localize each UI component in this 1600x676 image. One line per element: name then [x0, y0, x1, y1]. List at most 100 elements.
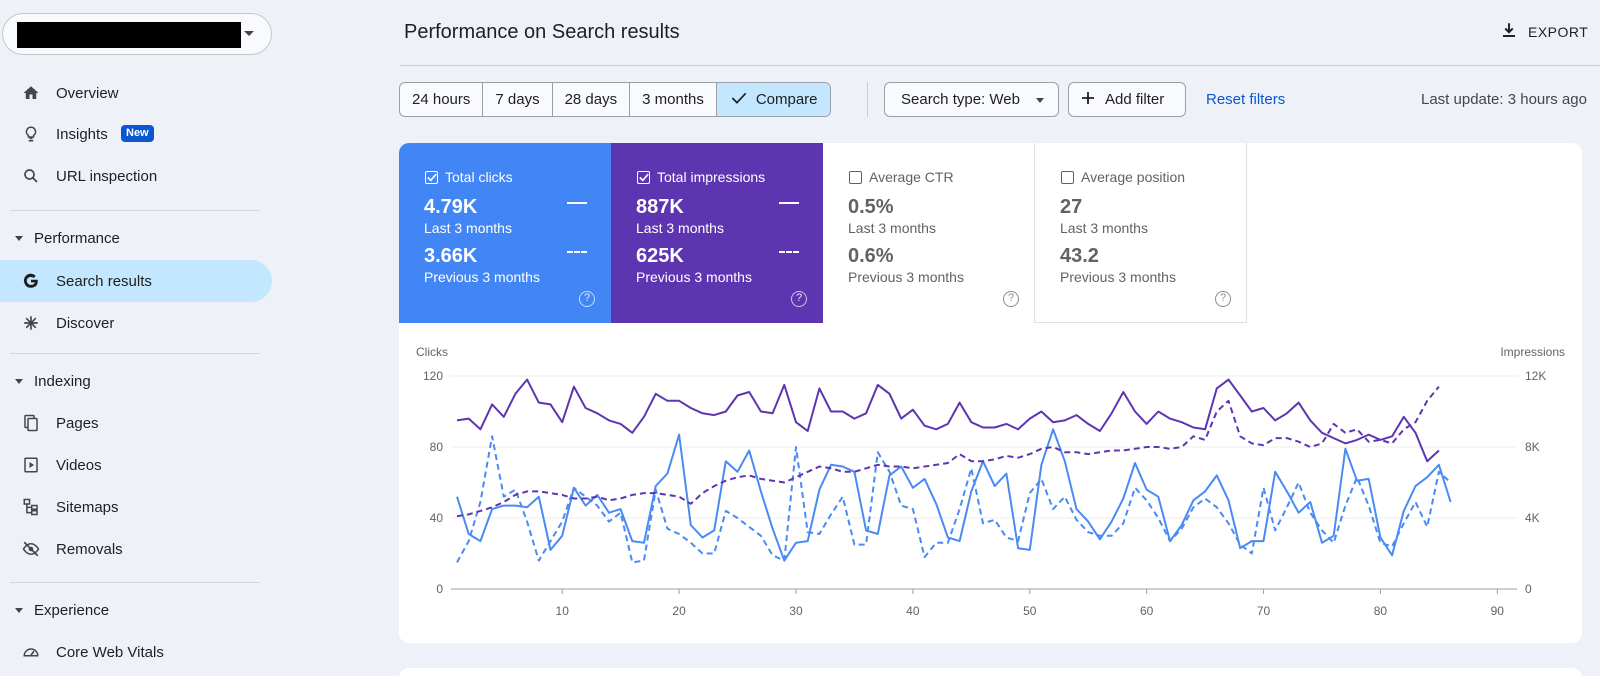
sitemap-icon: [20, 496, 42, 518]
help-icon[interactable]: ?: [791, 291, 807, 307]
range-3-months[interactable]: 3 months: [630, 83, 717, 116]
metric-average-ctr[interactable]: Average CTR 0.5% Last 3 months 0.6% Prev…: [823, 143, 1035, 323]
sidebar-item-label: Removals: [56, 540, 123, 558]
x-tick-label: 60: [1140, 604, 1154, 618]
sidebar-item-label: Discover: [56, 314, 115, 332]
next-card: [399, 668, 1582, 676]
y-right-tick-label: 8K: [1525, 440, 1540, 454]
sidebar-item-overview[interactable]: Overview: [0, 72, 272, 114]
sidebar-item-discover[interactable]: Discover: [0, 302, 272, 344]
x-tick-label: 80: [1374, 604, 1388, 618]
section-indexing[interactable]: Indexing: [0, 364, 272, 398]
caret-down-icon: [15, 236, 23, 241]
metric-period: Last 3 months: [636, 220, 724, 236]
metric-prev-value: 0.6%: [848, 245, 894, 267]
export-button[interactable]: EXPORT: [1500, 20, 1588, 44]
y-right-tick-label: 0: [1525, 582, 1532, 596]
y-left-tick-label: 0: [436, 582, 443, 596]
sidebar-item-sitemaps[interactable]: Sitemaps: [0, 486, 272, 528]
metric-value: 887K: [636, 196, 684, 218]
metric-total-clicks[interactable]: Total clicks 4.79K Last 3 months 3.66K P…: [399, 143, 611, 323]
sidebar-item-label: Pages: [56, 414, 99, 432]
eye-off-icon: [20, 538, 42, 560]
metric-prev-value: 43.2: [1060, 245, 1099, 267]
solid-line-legend: [779, 202, 799, 204]
section-label: Performance: [34, 229, 120, 247]
solid-line-legend: [567, 202, 587, 204]
y-right-tick-label: 4K: [1525, 511, 1540, 525]
range-compare[interactable]: Compare: [716, 83, 830, 116]
metric-prev-value: 3.66K: [424, 245, 478, 267]
caret-down-icon: [1036, 98, 1044, 103]
pages-icon: [20, 412, 42, 434]
last-update-text: Last update: 3 hours ago: [1421, 91, 1587, 108]
metric-label: Average position: [1081, 169, 1186, 185]
range-24-hours[interactable]: 24 hours: [400, 83, 484, 116]
range-7-days[interactable]: 7 days: [483, 83, 553, 116]
sidebar-item-videos[interactable]: Videos: [0, 444, 272, 486]
sidebar-item-url-inspection[interactable]: URL inspection: [0, 155, 272, 197]
chart-svg: 0 0 40 4K 80 8K 120 12K Clicks Impressions 10 20 30 4…: [416, 345, 1565, 618]
help-icon[interactable]: ?: [579, 291, 595, 307]
sidebar-item-pages[interactable]: Pages: [0, 402, 272, 444]
reset-filters-link[interactable]: Reset filters: [1206, 91, 1286, 108]
search-type-dropdown[interactable]: Search type: Web: [884, 82, 1059, 117]
metric-prev-period: Previous 3 months: [636, 269, 752, 285]
metric-period: Last 3 months: [424, 220, 512, 236]
sidebar-item-removals[interactable]: Removals: [0, 528, 272, 570]
y-right-tick-label: 12K: [1525, 369, 1546, 383]
checkbox-checked-icon[interactable]: [637, 171, 650, 184]
section-performance[interactable]: Performance: [0, 221, 272, 255]
home-icon: [20, 82, 42, 104]
clicks-current-line: [456, 428, 1452, 562]
divider: [10, 210, 260, 211]
metric-label: Total clicks: [445, 169, 513, 185]
lightbulb-icon: [20, 123, 42, 145]
dashed-line-legend: [779, 251, 799, 253]
add-filter-label: Add filter: [1105, 91, 1165, 108]
metric-prev-period: Previous 3 months: [1060, 269, 1176, 285]
clicks-previous-line: [456, 435, 1452, 564]
gauge-icon: [20, 641, 42, 663]
metric-period: Last 3 months: [848, 220, 936, 236]
checkbox-unchecked-icon[interactable]: [1061, 171, 1074, 184]
impressions-current-line: [456, 378, 1440, 463]
property-name-redacted: [17, 22, 241, 48]
sidebar-item-label: Overview: [56, 84, 119, 102]
help-icon[interactable]: ?: [1003, 291, 1019, 307]
sidebar-item-label: Videos: [56, 456, 102, 474]
divider: [867, 82, 868, 117]
search-type-label: Search type: Web: [901, 91, 1020, 108]
divider: [400, 65, 1600, 66]
checkbox-checked-icon[interactable]: [425, 171, 438, 184]
help-icon[interactable]: ?: [1215, 291, 1231, 307]
metric-value: 27: [1060, 196, 1083, 218]
checkbox-unchecked-icon[interactable]: [849, 171, 862, 184]
metric-average-position[interactable]: Average position 27 Last 3 months 43.2 P…: [1035, 143, 1247, 323]
y-left-tick-label: 80: [430, 440, 444, 454]
range-28-days[interactable]: 28 days: [553, 83, 631, 116]
export-label: EXPORT: [1528, 24, 1589, 40]
x-tick-label: 90: [1491, 604, 1505, 618]
section-label: Indexing: [34, 372, 91, 390]
dashed-line-legend: [567, 251, 587, 253]
metric-value: 0.5%: [848, 196, 894, 218]
performance-chart[interactable]: 0 0 40 4K 80 8K 120 12K Clicks Impressions 10 20 30 4…: [399, 323, 1582, 643]
y-right-axis-label: Impressions: [1500, 345, 1565, 359]
divider: [10, 353, 260, 354]
sidebar-item-label: Insights: [56, 125, 108, 143]
sidebar-item-label: URL inspection: [56, 167, 158, 185]
metric-total-impressions[interactable]: Total impressions 887K Last 3 months 625…: [611, 143, 823, 323]
sidebar-item-core-web-vitals[interactable]: Core Web Vitals: [0, 631, 272, 673]
sidebar-item-insights[interactable]: Insights New: [0, 113, 272, 155]
sidebar-item-search-results[interactable]: Search results: [0, 260, 272, 302]
divider: [10, 582, 260, 583]
metric-prev-period: Previous 3 months: [424, 269, 540, 285]
section-experience[interactable]: Experience: [0, 593, 272, 627]
google-g-icon: [20, 270, 42, 292]
plus-icon: [1081, 91, 1095, 109]
add-filter-button[interactable]: Add filter: [1068, 82, 1186, 117]
caret-down-icon: [15, 379, 23, 384]
property-selector[interactable]: [2, 13, 272, 55]
x-tick-label: 20: [672, 604, 686, 618]
